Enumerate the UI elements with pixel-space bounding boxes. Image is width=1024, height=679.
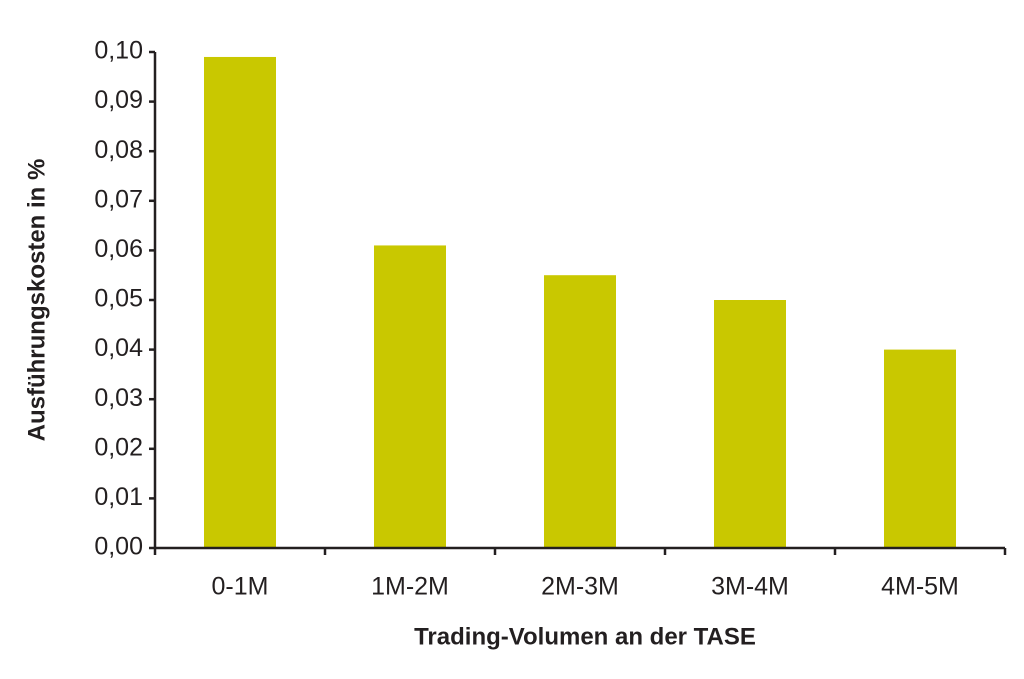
x-tick-label: 1M-2M: [371, 573, 449, 601]
x-tick-label: 0-1M: [212, 573, 269, 601]
y-tick-label: 0,05: [94, 285, 143, 313]
y-tick-label: 0,03: [94, 384, 143, 412]
bar: [714, 300, 786, 548]
y-tick-label: 0,02: [94, 433, 143, 461]
bar: [204, 56, 276, 549]
y-tick-label: 0,04: [94, 334, 143, 362]
y-tick-label: 0,08: [94, 136, 143, 164]
y-tick-label: 0,00: [94, 533, 143, 561]
y-tick-label: 0,09: [94, 86, 143, 114]
y-tick-label: 0,07: [94, 185, 143, 213]
y-axis-title: Ausführungskosten in %: [23, 159, 50, 442]
y-tick-label: 0,10: [94, 37, 143, 65]
bar: [374, 245, 446, 548]
bar: [884, 349, 956, 548]
y-tick-label: 0,01: [94, 483, 143, 511]
x-axis-title: Trading-Volumen an der TASE: [414, 623, 756, 650]
x-tick-label: 3M-4M: [711, 573, 789, 601]
x-tick-label: 2M-3M: [541, 573, 619, 601]
x-tick-label: 4M-5M: [881, 573, 959, 601]
y-tick-label: 0,06: [94, 235, 143, 263]
bar: [544, 275, 616, 548]
